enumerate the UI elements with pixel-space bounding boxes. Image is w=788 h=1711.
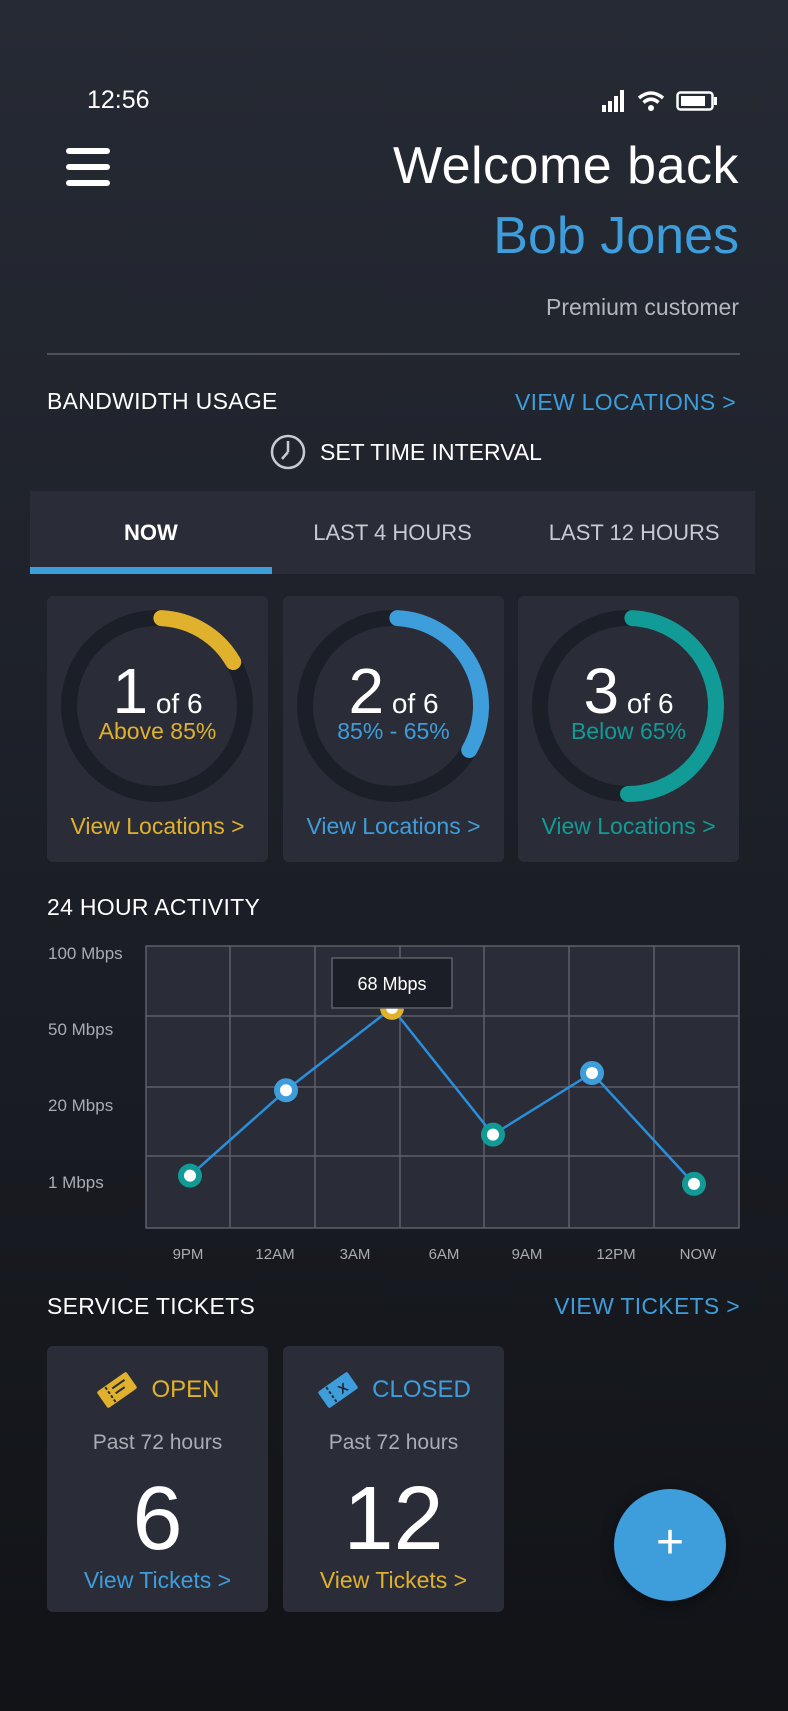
ticket-status: X CLOSED bbox=[283, 1370, 504, 1410]
x-tick-label: 12AM bbox=[255, 1246, 294, 1263]
ticket-period: Past 72 hours bbox=[92, 1431, 223, 1454]
usage-count: 1 of 6 bbox=[112, 655, 203, 727]
add-button[interactable]: + bbox=[614, 1489, 726, 1601]
ticket-icon bbox=[97, 1372, 138, 1408]
data-point[interactable] bbox=[481, 1122, 505, 1147]
data-point-center bbox=[184, 1169, 196, 1182]
usage-range: Above 85% bbox=[98, 718, 217, 744]
closed-tickets-card[interactable]: X CLOSED Past 72 hours 12 View Tickets > bbox=[283, 1346, 504, 1612]
bandwidth-usage-title: BANDWIDTH USAGE bbox=[47, 388, 278, 414]
hamburger-menu-icon[interactable] bbox=[62, 148, 114, 188]
chart-tooltip-label: 68 Mbps bbox=[357, 974, 426, 994]
usage-card-85-65[interactable]: 2 of 6 85% - 65% View Locations > bbox=[283, 596, 504, 862]
x-tick-label: 9AM bbox=[512, 1246, 543, 1263]
view-locations-below-65-link[interactable]: View Locations > bbox=[541, 813, 716, 839]
open-tickets-card[interactable]: OPEN Past 72 hours 6 View Tickets > bbox=[47, 1346, 268, 1612]
x-tick-label: 12PM bbox=[596, 1246, 635, 1263]
activity-line bbox=[189, 1006, 695, 1185]
data-point[interactable] bbox=[580, 1061, 604, 1085]
ring-progress-arc bbox=[620, 610, 724, 802]
x-tick-label: 3AM bbox=[340, 1246, 371, 1263]
data-point-center bbox=[688, 1177, 700, 1190]
activity-chart: 100 Mbps 50 Mbps 20 Mbps 1 Mbps 9PM 12AM 3AM 6A… bbox=[48, 944, 740, 1263]
clock-icon bbox=[270, 434, 306, 470]
user-name: Bob Jones bbox=[493, 207, 739, 265]
y-tick-label: 50 Mbps bbox=[48, 1020, 113, 1039]
battery-icon bbox=[676, 91, 717, 111]
usage-ring-below-65 bbox=[532, 610, 724, 802]
view-closed-tickets-link[interactable]: View Tickets > bbox=[319, 1567, 468, 1593]
data-point-center bbox=[487, 1128, 499, 1141]
y-tick-label: 1 Mbps bbox=[48, 1173, 104, 1192]
usage-ring-above-85 bbox=[61, 610, 253, 802]
set-time-interval-label: SET TIME INTERVAL bbox=[320, 438, 542, 465]
view-tickets-link[interactable]: VIEW TICKETS > bbox=[554, 1293, 740, 1319]
open-status-label: OPEN bbox=[151, 1376, 220, 1403]
closed-ticket-count: 12 bbox=[343, 1469, 444, 1569]
view-locations-above-85-link[interactable]: View Locations > bbox=[70, 813, 245, 839]
data-point[interactable] bbox=[682, 1171, 706, 1196]
x-tick-label: 9PM bbox=[173, 1246, 204, 1263]
usage-range: Below 65% bbox=[570, 718, 687, 744]
set-time-interval-button[interactable]: SET TIME INTERVAL bbox=[270, 434, 542, 470]
closed-status-label: CLOSED bbox=[372, 1376, 471, 1403]
activity-title: 24 HOUR ACTIVITY bbox=[47, 894, 261, 920]
welcome-text: Welcome back bbox=[392, 137, 739, 195]
usage-count: 3 of 6 bbox=[583, 655, 674, 727]
chart-tooltip bbox=[331, 957, 453, 1009]
wifi-icon bbox=[638, 91, 664, 111]
view-locations-85-65-link[interactable]: View Locations > bbox=[306, 813, 481, 839]
time-tabs: NOW LAST 4 HOURS LAST 12 HOURS bbox=[30, 491, 755, 574]
x-tick-label: 6AM bbox=[429, 1246, 460, 1263]
usage-card-above-85[interactable]: 1 of 6 Above 85% View Locations > bbox=[47, 596, 268, 862]
ticket-status: OPEN bbox=[47, 1370, 268, 1410]
service-tickets-title: SERVICE TICKETS bbox=[47, 1293, 256, 1319]
usage-count: 2 of 6 bbox=[348, 655, 439, 727]
signal-icon bbox=[602, 90, 624, 112]
header-divider bbox=[47, 353, 740, 355]
plus-icon: + bbox=[655, 1516, 685, 1569]
x-tick-label: NOW bbox=[680, 1246, 718, 1263]
tab-now[interactable]: NOW bbox=[30, 491, 272, 574]
view-locations-link[interactable]: VIEW LOCATIONS > bbox=[515, 389, 736, 415]
tab-last-12-hours[interactable]: LAST 12 HOURS bbox=[548, 519, 720, 545]
ticket-period: Past 72 hours bbox=[328, 1431, 459, 1454]
ring-progress-arc bbox=[153, 610, 242, 671]
y-tick-label: 20 Mbps bbox=[48, 1096, 113, 1115]
y-tick-label: 100 Mbps bbox=[48, 944, 123, 963]
ring-progress-arc bbox=[389, 610, 489, 758]
status-time: 12:56 bbox=[87, 86, 150, 114]
usage-ring-85-65 bbox=[297, 610, 489, 802]
view-open-tickets-link[interactable]: View Tickets > bbox=[83, 1567, 232, 1593]
open-ticket-count: 6 bbox=[132, 1469, 183, 1569]
customer-tier: Premium customer bbox=[546, 294, 739, 320]
usage-range: 85% - 65% bbox=[337, 718, 450, 744]
usage-card-below-65[interactable]: 3 of 6 Below 65% View Locations > bbox=[518, 596, 739, 862]
data-point[interactable] bbox=[274, 1078, 298, 1103]
data-point[interactable] bbox=[178, 1163, 202, 1188]
data-point-center bbox=[280, 1084, 292, 1097]
tab-last-4-hours[interactable]: LAST 4 HOURS bbox=[313, 519, 472, 545]
data-point-center bbox=[586, 1067, 598, 1079]
status-icons bbox=[602, 90, 718, 112]
closed-ticket-icon: X bbox=[318, 1372, 358, 1408]
